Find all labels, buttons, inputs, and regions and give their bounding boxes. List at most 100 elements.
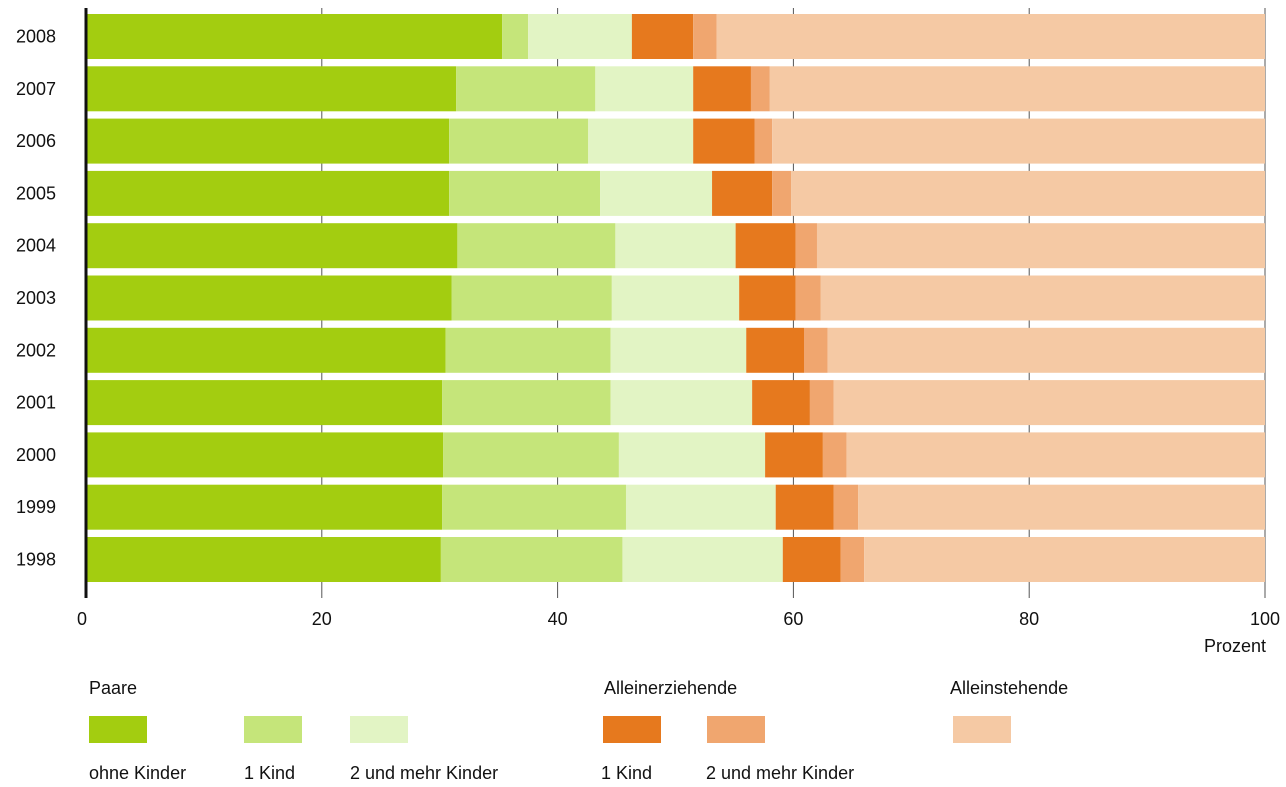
bar-segment <box>622 537 783 582</box>
bar-segment <box>451 275 612 321</box>
y-tick-label: 2003 <box>16 288 56 308</box>
bar-segment <box>440 537 623 582</box>
bar-segment <box>456 66 596 112</box>
bar-segment <box>610 380 753 426</box>
y-tick-label: 2006 <box>16 131 56 151</box>
bar-segment <box>618 432 766 478</box>
bar-segment <box>754 118 773 164</box>
x-tick-label: 80 <box>1019 609 1039 629</box>
x-tick-labels: 0 20 40 60 80 100 <box>77 609 1280 629</box>
bar-segment <box>739 275 796 321</box>
bar-segment <box>449 118 589 164</box>
bars <box>86 14 1265 582</box>
bar-segment <box>86 223 458 269</box>
y-tick-label: 1998 <box>16 550 56 570</box>
bar-segment <box>86 537 441 582</box>
bar-segment <box>752 380 810 426</box>
bar-segment <box>833 380 1265 426</box>
bar-segment <box>833 484 859 530</box>
y-tick-label: 2002 <box>16 340 56 360</box>
bar-segment <box>746 327 805 373</box>
bar-segment <box>86 432 444 478</box>
bar-segment <box>86 66 457 112</box>
bar-segment <box>86 484 443 530</box>
bar-segment <box>615 223 736 269</box>
bar-segment <box>457 223 616 269</box>
legend-group-title-paare: Paare <box>89 678 138 698</box>
bar-segment <box>822 432 847 478</box>
bar-segment <box>86 118 450 164</box>
x-tick-label: 0 <box>77 609 87 629</box>
bar-segment <box>442 484 626 530</box>
bar-segment <box>858 484 1265 530</box>
bar-segment <box>820 275 1265 321</box>
legend-swatch-alleinstehende <box>953 716 1011 743</box>
bar-segment <box>769 66 1265 112</box>
bar-segment <box>600 170 713 216</box>
y-tick-label: 2007 <box>16 79 56 99</box>
bar-segment <box>846 432 1265 478</box>
legend-swatch-paare-2-und-mehr-kinder <box>350 716 408 743</box>
bar-segment <box>775 484 834 530</box>
bar-segment <box>625 484 776 530</box>
bar-segment <box>611 275 740 321</box>
x-tick-label: 100 <box>1250 609 1280 629</box>
legend-label-alleinerziehende-1-kind: 1 Kind <box>601 763 653 783</box>
bar-segment <box>442 380 611 426</box>
x-tick-label: 20 <box>312 609 332 629</box>
y-tick-label: 2005 <box>16 183 56 203</box>
bar-segment <box>827 327 1265 373</box>
bar-segment <box>795 275 821 321</box>
legend-swatch-paare-ohne-kinder <box>89 716 147 743</box>
y-tick-label: 2000 <box>16 445 56 465</box>
legend-swatch-paare-1-kind <box>244 716 302 743</box>
legend-group-title-alleinerziehende: Alleinerziehende <box>604 678 738 698</box>
x-tick-label: 40 <box>548 609 568 629</box>
bar-segment <box>595 66 694 112</box>
legend-group-title-alleinstehende: Alleinstehende <box>950 678 1069 698</box>
legend-label-paare-ohne-kinder: ohne Kinder <box>89 763 187 783</box>
legend-label-alleinerziehende-2-und-mehr-kinder: 2 und mehr Kinder <box>706 763 855 783</box>
stacked-bar-chart: 2008 2007 2006 2005 2004 2003 2002 2001 2000 1999… <box>16 8 1280 656</box>
y-tick-label: 2001 <box>16 393 56 413</box>
bar-segment <box>735 223 796 269</box>
bar-segment <box>782 537 841 582</box>
bar-segment <box>772 118 1265 164</box>
legend-label-paare-2-und-mehr-kinder: 2 und mehr Kinder <box>350 763 499 783</box>
bar-segment <box>765 432 823 478</box>
bar-segment <box>772 170 792 216</box>
y-tick-label: 2004 <box>16 236 56 256</box>
bar-segment <box>693 118 755 164</box>
bar-segment <box>809 380 834 426</box>
bar-segment <box>750 66 770 112</box>
bar-segment <box>693 14 717 59</box>
bar-segment <box>716 14 1265 59</box>
legend-swatch-alleinerziehende-2-und-mehr-kinder <box>707 716 765 743</box>
bar-segment <box>502 14 529 59</box>
legend-swatch-alleinerziehende-1-kind <box>603 716 661 743</box>
legend-label-paare-1-kind: 1 Kind <box>244 763 296 783</box>
x-axis-title: Prozent <box>1204 636 1266 656</box>
bar-segment <box>528 14 632 59</box>
bar-segment <box>631 14 694 59</box>
bar-segment <box>86 14 503 59</box>
bar-segment <box>816 223 1265 269</box>
bar-segment <box>588 118 694 164</box>
bar-segment <box>86 327 446 373</box>
x-tick-label: 60 <box>783 609 803 629</box>
bar-segment <box>712 170 773 216</box>
bar-segment <box>610 327 747 373</box>
bar-segment <box>86 170 450 216</box>
bar-segment <box>445 327 611 373</box>
bar-segment <box>693 66 751 112</box>
bar-segment <box>840 537 865 582</box>
bar-segment <box>443 432 619 478</box>
y-tick-label: 2008 <box>16 27 56 47</box>
bar-segment <box>449 170 601 216</box>
bar-segment <box>791 170 1265 216</box>
bar-segment <box>86 275 452 321</box>
y-tick-labels: 2008 2007 2006 2005 2004 2003 2002 2001 2000 1999… <box>16 27 56 570</box>
bar-segment <box>864 537 1265 582</box>
bar-segment <box>86 380 443 426</box>
bar-segment <box>804 327 828 373</box>
